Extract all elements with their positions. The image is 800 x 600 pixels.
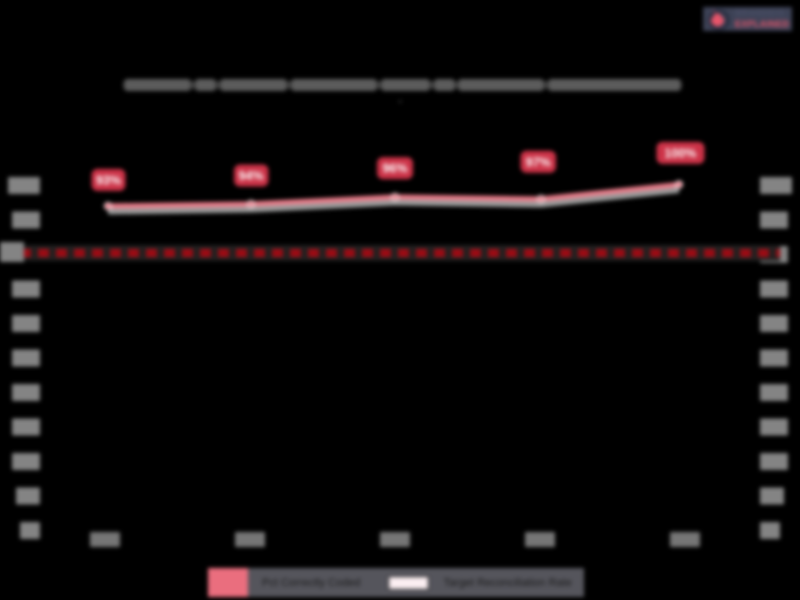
svg-text:97%: 97%: [526, 155, 551, 169]
svg-text:96%: 96%: [382, 162, 407, 176]
svg-text:100%: 100%: [664, 147, 696, 161]
svg-text:93%: 93%: [96, 174, 121, 188]
svg-text:94%: 94%: [238, 169, 263, 183]
